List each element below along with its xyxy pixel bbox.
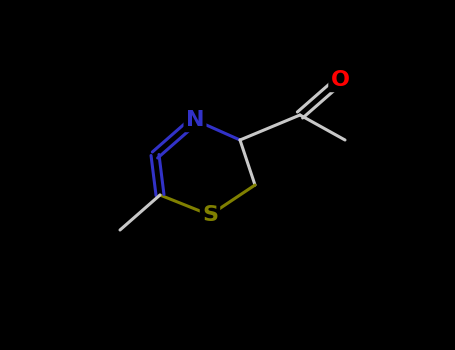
Text: N: N bbox=[186, 110, 204, 130]
Text: O: O bbox=[330, 70, 349, 90]
Text: S: S bbox=[202, 205, 218, 225]
